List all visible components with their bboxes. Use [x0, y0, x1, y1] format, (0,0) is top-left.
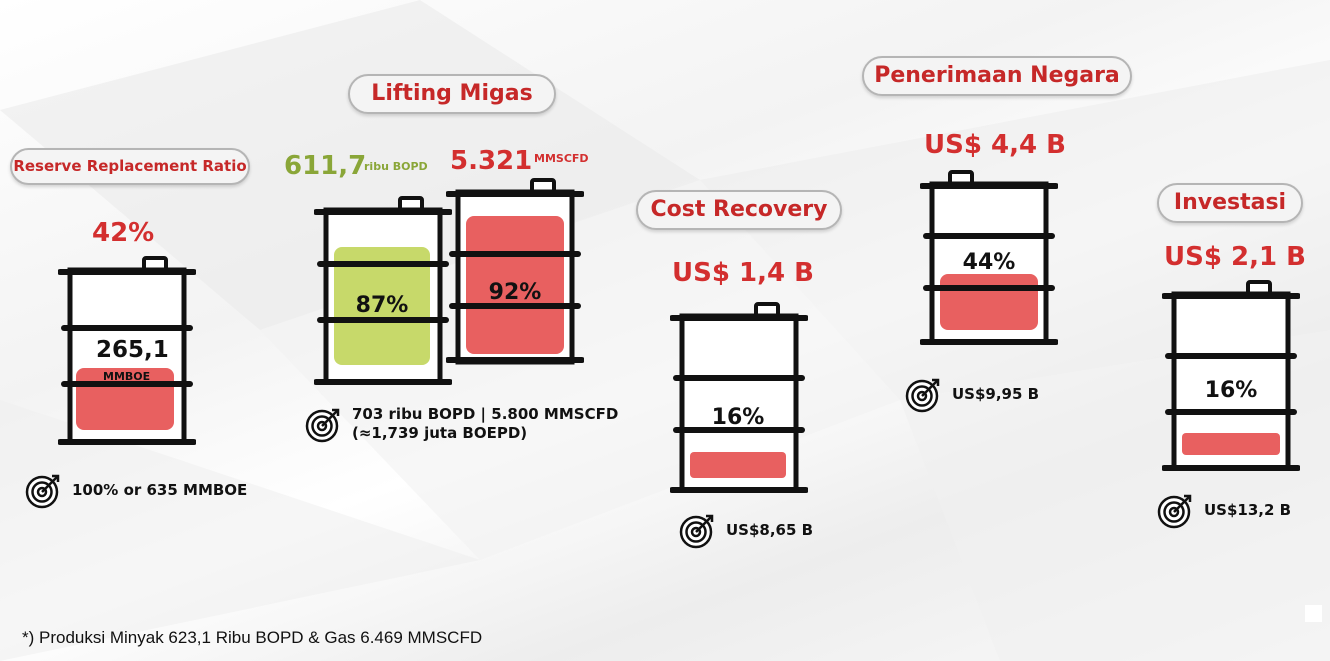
cost-recovery-title-pill: Cost Recovery	[636, 190, 842, 230]
lifting-oil-unit: ribu BOPD	[364, 160, 428, 173]
lifting-oil-pct: 87%	[355, 293, 409, 318]
cost-recovery-target: US$8,65 B	[678, 510, 813, 550]
cost-recovery-value: US$ 1,4 B	[672, 258, 814, 288]
rrr-fill	[76, 368, 174, 430]
rrr-title-pill: Reserve Replacement Ratio	[10, 148, 250, 185]
rrr-title: Reserve Replacement Ratio	[13, 157, 247, 175]
penerimaan-value: US$ 4,4 B	[924, 130, 1066, 160]
rrr-value: 42%	[92, 218, 155, 248]
penerimaan-title: Penerimaan Negara	[874, 63, 1120, 88]
penerimaan-fill	[940, 274, 1038, 330]
investasi-target: US$13,2 B	[1156, 490, 1291, 530]
investasi-target-text: US$13,2 B	[1204, 500, 1292, 519]
penerimaan-target-text: US$9,95 B	[952, 384, 1040, 403]
cost-recovery-title: Cost Recovery	[650, 197, 828, 222]
penerimaan-barrel-bands	[920, 183, 1058, 345]
target-icon	[25, 474, 60, 509]
cost-recovery-barrel-bands	[670, 315, 808, 493]
lifting-title: Lifting Migas	[371, 81, 533, 106]
penerimaan-title-pill: Penerimaan Negara	[862, 56, 1132, 96]
cost-recovery-target-text: US$8,65 B	[726, 520, 814, 539]
lifting-target-line2: (≈1,739 juta BOEPD)	[352, 424, 528, 442]
target-icon	[905, 378, 940, 413]
lifting-gas-pct: 92%	[488, 280, 542, 305]
investasi-fill	[1182, 433, 1280, 455]
lifting-gas-unit: MMSCFD	[534, 152, 589, 165]
lifting-target: 703 ribu BOPD | 5.800 MMSCFD (≈1,739 jut…	[304, 404, 618, 444]
target-icon	[1157, 494, 1192, 529]
investasi-pct: 16%	[1204, 378, 1258, 403]
investasi-barrel-bands	[1162, 293, 1300, 471]
rrr-barrel-unit: MMBOE	[103, 370, 151, 383]
cost-recovery-fill	[690, 452, 786, 478]
investasi-title: Investasi	[1173, 190, 1287, 215]
investasi-value: US$ 2,1 B	[1164, 242, 1306, 272]
lifting-oil-value: 611,7	[284, 151, 367, 181]
rrr-target: 100% or 635 MMBOE	[24, 470, 247, 510]
lifting-title-pill: Lifting Migas	[348, 74, 556, 114]
penerimaan-pct: 44%	[962, 250, 1016, 275]
lifting-gas-fill	[466, 216, 564, 354]
footnote: *) Produksi Minyak 623,1 Ribu BOPD & Gas…	[22, 628, 483, 647]
rrr-barrel-bands	[58, 269, 196, 445]
lifting-gas-value: 5.321	[450, 146, 533, 176]
investasi-title-pill: Investasi	[1157, 183, 1303, 223]
target-icon	[305, 408, 340, 443]
target-icon	[679, 514, 714, 549]
cost-recovery-pct: 16%	[711, 405, 765, 430]
lifting-oil-barrel-bands	[314, 209, 452, 385]
rrr-target-text: 100% or 635 MMBOE	[72, 480, 248, 499]
rrr-barrel-value: 265,1	[96, 337, 169, 363]
lifting-gas-barrel-bands	[446, 191, 584, 363]
lifting-target-line1: 703 ribu BOPD | 5.800 MMSCFD	[352, 405, 619, 423]
penerimaan-target: US$9,95 B	[904, 374, 1039, 414]
